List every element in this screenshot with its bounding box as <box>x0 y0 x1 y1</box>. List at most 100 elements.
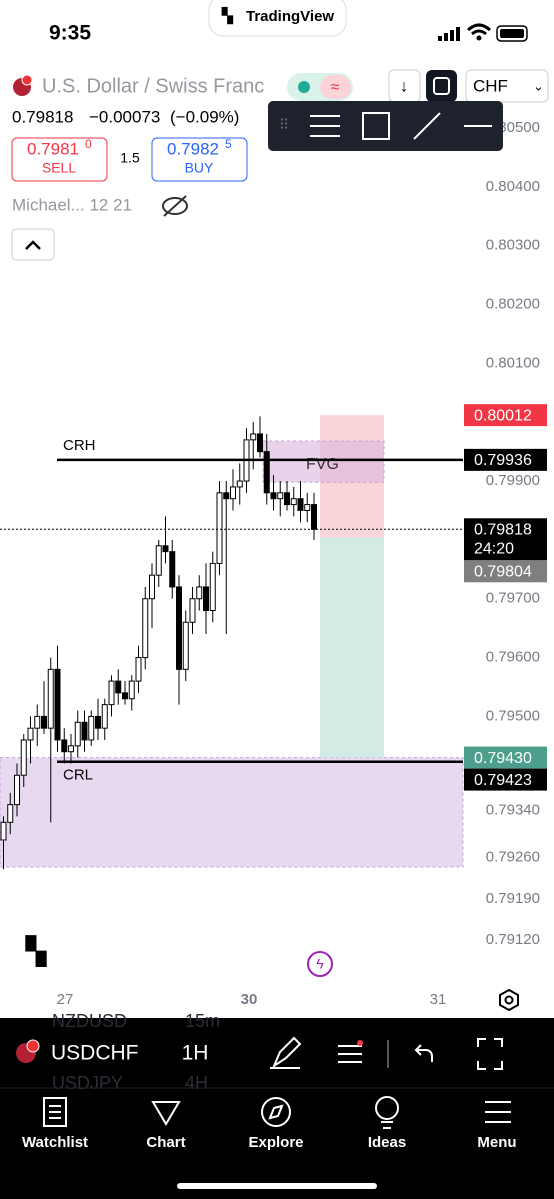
y-tick-label: 0.80400 <box>486 178 540 195</box>
x-tick-label: 31 <box>430 991 447 1008</box>
tab-icons <box>43 1096 511 1129</box>
frame-btn[interactable] <box>426 70 457 102</box>
candle-body <box>270 492 277 500</box>
candle-body <box>169 551 176 588</box>
candle-body <box>203 586 209 611</box>
candle-body <box>297 498 304 511</box>
candle-body <box>257 433 263 453</box>
candle-body <box>236 480 243 488</box>
candle-body <box>263 451 270 494</box>
candle-body <box>304 504 311 511</box>
tab-label[interactable]: Chart <box>146 1134 185 1151</box>
fvg-label: FVG <box>306 456 339 473</box>
price-badge-label: 0.79430 <box>474 750 532 767</box>
price-badge-label: 0.79804 <box>474 564 532 581</box>
home-indicator <box>177 1183 377 1189</box>
change-pct: (−0.09%) <box>170 107 239 126</box>
toggle-red <box>320 75 351 99</box>
y-tick-label: 0.79340 <box>486 802 540 819</box>
candle-body <box>135 657 142 682</box>
frame-icon <box>433 77 450 95</box>
price-badge <box>464 746 547 769</box>
candle-body <box>162 545 169 553</box>
level-label: CRL <box>63 767 93 784</box>
tab-label[interactable]: Watchlist <box>22 1134 88 1151</box>
bottom-bg <box>0 1018 554 1199</box>
candle-body <box>189 598 196 623</box>
candle-body <box>41 715 47 729</box>
price-badge-label: 0.79936 <box>474 452 532 469</box>
symbol-name: U.S. Dollar / Swiss Franc <box>42 75 264 97</box>
y-tick-label: 0.80200 <box>486 295 540 312</box>
price-badge <box>464 404 547 427</box>
candle-body <box>250 433 257 441</box>
status-icons <box>438 23 528 42</box>
candle-body <box>47 668 54 729</box>
level-label: CRH <box>63 437 96 454</box>
candle-body <box>108 680 115 706</box>
toolbar-icons[interactable] <box>270 1036 503 1070</box>
candle-body <box>61 739 68 753</box>
candle-body <box>122 692 128 700</box>
ghost: 15m <box>185 1011 220 1031</box>
buy-btn[interactable] <box>151 137 248 182</box>
app-name: TradingView <box>246 8 334 25</box>
candle-body <box>54 668 61 741</box>
currency: CHF <box>473 76 508 95</box>
candle-body <box>149 574 155 600</box>
candle-body <box>223 492 230 500</box>
collapse-btn[interactable] <box>11 228 55 261</box>
flash-bolt: ϟ <box>316 956 324 972</box>
collapse-icon <box>25 240 41 250</box>
candle-body <box>196 586 203 600</box>
change: −0.00073 <box>89 107 160 126</box>
ghost: 4H <box>185 1073 208 1093</box>
sell-pip: 0 <box>85 137 92 151</box>
currency-select[interactable] <box>465 69 549 103</box>
candle-body <box>115 680 122 694</box>
y-tick-label: 0.79700 <box>486 590 540 607</box>
y-tick-label: 0.79600 <box>486 649 540 666</box>
tv-mini: ▚ <box>221 7 234 25</box>
candle-body <box>128 680 135 700</box>
candle-body <box>27 727 34 741</box>
y-tick-label: 0.79190 <box>486 890 540 907</box>
interval[interactable]: 1H <box>182 1042 209 1065</box>
tab-label[interactable]: Menu <box>477 1134 516 1151</box>
price-badge <box>464 768 547 791</box>
app-pill <box>208 0 347 37</box>
settings-icon[interactable] <box>499 988 519 1012</box>
y-tick-label: 0.80100 <box>486 354 540 371</box>
candle-body <box>88 715 95 741</box>
candle-body <box>277 492 284 500</box>
tab-label[interactable]: Explore <box>248 1134 303 1151</box>
flash-icon[interactable] <box>307 951 333 977</box>
candle-body <box>14 774 20 806</box>
zone <box>0 757 464 868</box>
price-badge-label: 0.79423 <box>474 772 532 789</box>
tab-label[interactable]: Ideas <box>368 1134 406 1151</box>
chevron: ⌄ <box>533 78 544 93</box>
sell-btn[interactable] <box>11 137 108 182</box>
candle-body <box>290 498 297 506</box>
buy-pip: 5 <box>225 137 232 151</box>
svg-text:⠿: ⠿ <box>279 117 289 133</box>
y-tick-label: 0.79900 <box>486 472 540 489</box>
candle-body <box>182 621 189 670</box>
y-tick-label: 0.79120 <box>486 931 540 948</box>
price-badge-label: 0.79818 <box>474 522 532 539</box>
ghost: USDJPY <box>52 1073 123 1093</box>
target-zone <box>320 537 384 758</box>
symbol[interactable]: USDCHF <box>51 1042 139 1065</box>
candle-body <box>34 715 41 729</box>
x-tick-label: 30 <box>241 991 258 1008</box>
x-tick-label: 27 <box>57 991 74 1008</box>
sell-price: 0.7981 <box>27 139 79 158</box>
candle-body <box>101 704 108 729</box>
flag2 <box>21 74 33 86</box>
y-tick-label: 0.79260 <box>486 849 540 866</box>
price-badge <box>464 448 547 471</box>
hide-icon[interactable] <box>162 195 188 217</box>
indicator: Michael... 12 21 <box>12 195 132 214</box>
price-badge-label: 0.80012 <box>474 407 532 424</box>
